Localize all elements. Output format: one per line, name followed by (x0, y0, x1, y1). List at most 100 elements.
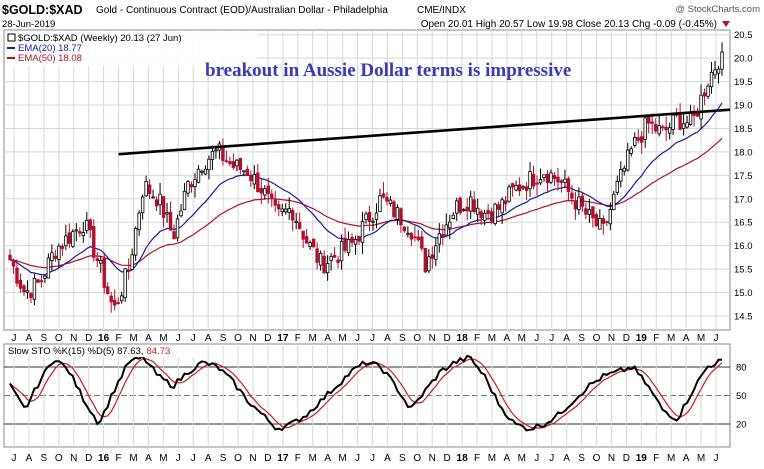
candle-body (350, 236, 354, 243)
x-tick-label: S (220, 453, 227, 464)
candle-body (573, 200, 578, 210)
candle-body (364, 213, 368, 221)
candle-body (193, 179, 197, 188)
candle-body (608, 209, 613, 225)
candle-body (224, 160, 229, 163)
x-tick-label: F (115, 333, 121, 344)
x-tick-label: A (324, 333, 331, 344)
candle-body (437, 233, 441, 245)
candle-body (113, 299, 117, 306)
price-tick-label: 20.5 (734, 30, 753, 41)
candle-body (423, 248, 428, 273)
candle-body (507, 186, 511, 202)
candle-body (256, 172, 260, 193)
candle-body (161, 196, 166, 218)
candle-body (147, 184, 152, 195)
candle-body (133, 227, 138, 256)
x-tick-label: N (249, 453, 256, 464)
candle-body (151, 196, 155, 199)
x-tick-label: M (697, 333, 705, 344)
x-tick-label: A (683, 333, 690, 344)
x-tick-label: 17 (277, 453, 289, 464)
price-tick-label: 16.0 (734, 241, 753, 252)
candle-body (381, 193, 386, 198)
x-tick-label: N (429, 333, 436, 344)
candle-body (32, 278, 37, 300)
candle-body (130, 254, 134, 270)
x-tick-label: M (518, 333, 526, 344)
candle-body (245, 168, 250, 177)
candle-body (448, 221, 452, 229)
candle-body (584, 208, 588, 215)
x-tick-label: M (159, 453, 167, 464)
x-tick-label: J (714, 333, 719, 344)
candle-body (182, 190, 187, 211)
candle-body (685, 122, 689, 128)
candle-body (18, 279, 23, 289)
x-tick-label: A (384, 453, 391, 464)
candle-body (469, 196, 473, 212)
x-tick-label: M (338, 453, 346, 464)
x-tick-label: 16 (98, 333, 110, 344)
candle-body (660, 126, 665, 129)
annotation-text: breakout in Aussie Dollar terms is impre… (205, 60, 571, 81)
candle-body (713, 69, 717, 76)
candle-body (22, 285, 26, 293)
x-tick-label: 19 (636, 453, 648, 464)
candle-body (200, 170, 204, 173)
x-tick-label: J (12, 333, 17, 344)
candle-body (678, 113, 682, 130)
x-tick-label: M (309, 453, 317, 464)
candle-body (416, 236, 421, 241)
price-axis: 14.5 15.0 15.5 16.0 16.5 17.0 17.5 18.0 18.5 19.0… (734, 30, 753, 322)
candle-body (629, 148, 633, 154)
x-tick-label: S (578, 453, 585, 464)
candle-body (297, 221, 302, 229)
price-tick-label: 17.5 (734, 171, 753, 182)
x-tick-label: A (145, 453, 152, 464)
sto-grid (4, 344, 730, 447)
x-tick-label: F (295, 333, 301, 344)
candle-body (175, 218, 180, 239)
candle-body (294, 221, 298, 223)
candle-body (647, 116, 651, 124)
x-tick-label: F (653, 333, 659, 344)
candle-body (385, 196, 389, 202)
candle-body (706, 85, 710, 97)
candle-body (165, 212, 169, 215)
down-triangle-icon (722, 21, 730, 27)
x-tick-label: S (220, 333, 227, 344)
x-tick-label: D (85, 333, 92, 344)
x-tick-label: S (41, 333, 48, 344)
candle-body (196, 168, 201, 183)
x-tick-label: M (667, 333, 675, 344)
candle-body (92, 226, 96, 258)
candle-body (643, 117, 647, 140)
chart-date: 28-Jun-2019 (2, 19, 55, 30)
x-tick-label: A (26, 453, 33, 464)
candle-body (339, 240, 344, 262)
candle-body (702, 92, 707, 97)
candle-body (521, 186, 525, 189)
stockcharts-watermark: @ StockCharts.com (675, 4, 760, 15)
candle-body (144, 181, 148, 197)
x-tick-label: O (593, 333, 601, 344)
candle-body (409, 232, 414, 240)
candle-body (57, 245, 61, 260)
candle-body (158, 193, 162, 206)
candle-body (430, 254, 435, 259)
candle-body (402, 226, 407, 232)
candle-body (667, 127, 672, 134)
candle-body (311, 238, 316, 248)
x-tick-label: J (355, 333, 360, 344)
candle-body (486, 210, 490, 214)
resistance-trendline (118, 108, 731, 156)
candle-body (308, 242, 312, 247)
x-tick-label: D (85, 453, 92, 464)
candle-body (462, 209, 466, 212)
price-tick-label: 16.5 (734, 218, 753, 229)
candle-body (545, 173, 550, 184)
x-tick-label: J (549, 453, 554, 464)
x-tick-label: 18 (457, 333, 469, 344)
candle-body (612, 193, 616, 211)
